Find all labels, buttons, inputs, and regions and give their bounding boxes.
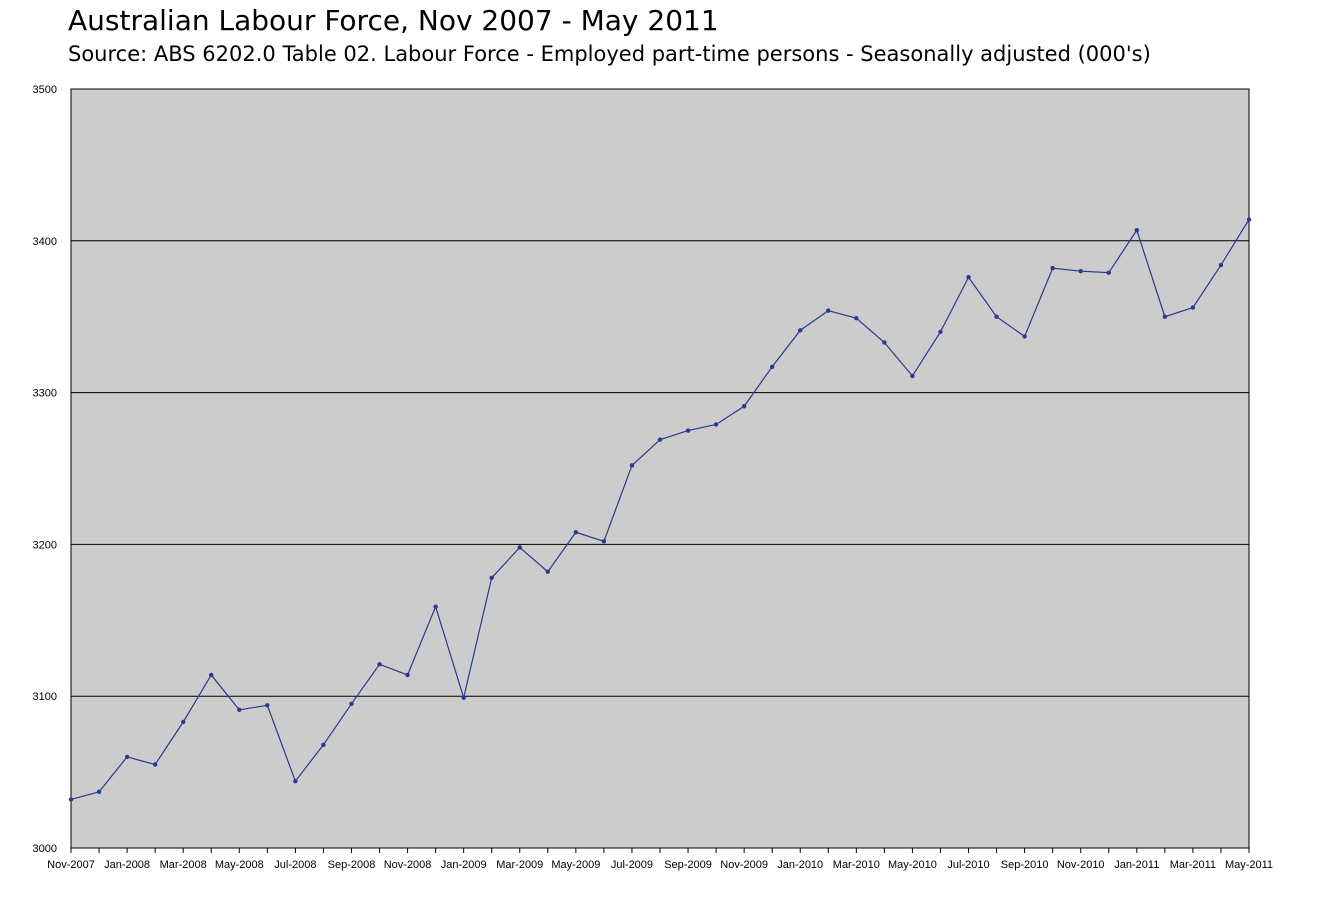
data-point-Dec-2007 (96, 789, 102, 795)
y-tick-label: 3400 (33, 236, 57, 248)
x-tick-label: Nov-2008 (384, 859, 432, 871)
data-point-Sep-2010 (1022, 334, 1027, 339)
y-axis-ticks: 3000 3100 3200 3300 3400 3500 (33, 84, 57, 855)
data-point-Mar-2008 (180, 719, 186, 725)
data-point-Apr-2009 (545, 569, 551, 574)
data-point-Nov-2007 (68, 797, 74, 802)
x-tick-label: May-2011 (1225, 859, 1273, 871)
data-point-Apr-2011 (1218, 262, 1224, 268)
data-point-Nov-2009 (741, 404, 747, 409)
data-point-Nov-2010 (1078, 268, 1083, 274)
data-point-Jul-2010 (966, 275, 971, 280)
plot-area (71, 89, 1249, 848)
y-tick-label: 3300 (33, 388, 57, 400)
data-point-Aug-2010 (994, 314, 999, 319)
x-tick-label: Jul-2010 (947, 859, 989, 871)
x-tick-label: Jan-2011 (1114, 859, 1159, 871)
data-point-Apr-2010 (882, 340, 887, 345)
data-point-Feb-2011 (1162, 314, 1168, 319)
data-point-Jan-2011 (1134, 227, 1140, 233)
data-point-Jul-2009 (629, 463, 635, 468)
data-point-May-2009 (573, 530, 579, 535)
chart-subtitle: Source: ABS 6202.0 Table 02. Labour Forc… (68, 42, 1151, 66)
x-tick-label: Sep-2010 (1001, 859, 1049, 871)
y-tick-label: 3500 (33, 84, 57, 96)
x-tick-label: May-2010 (888, 859, 937, 871)
x-tick-label: Mar-2010 (833, 859, 880, 871)
data-point-Jan-2010 (798, 328, 803, 333)
x-tick-label: May-2008 (215, 859, 264, 871)
x-tick-label: Sep-2008 (328, 859, 376, 871)
x-tick-label: Jul-2009 (611, 859, 653, 871)
data-point-Jun-2008 (265, 703, 270, 708)
data-point-Dec-2009 (769, 364, 775, 369)
x-axis-ticks: Nov-2007 Jan-2008 Mar-2008 May-2008 Jul-2008… (47, 848, 1273, 871)
x-tick-label: Mar-2011 (1170, 859, 1216, 871)
data-point-Oct-2009 (713, 422, 719, 427)
x-tick-label: Jan-2009 (441, 859, 487, 871)
data-point-Nov-2008 (405, 672, 410, 678)
data-point-Feb-2009 (489, 575, 494, 580)
x-tick-label: Nov-2007 (47, 859, 95, 871)
data-point-May-2008 (237, 707, 242, 713)
data-point-Aug-2009 (657, 437, 663, 442)
x-tick-label: Nov-2009 (720, 859, 768, 871)
data-point-Jun-2009 (601, 539, 607, 544)
y-tick-label: 3200 (33, 539, 57, 551)
y-tick-label: 3000 (33, 843, 57, 855)
data-point-Dec-2008 (433, 604, 438, 609)
data-point-Mar-2011 (1190, 305, 1196, 310)
x-tick-label: Sep-2009 (664, 859, 712, 871)
data-point-Jul-2008 (293, 779, 298, 784)
data-point-Oct-2010 (1050, 265, 1055, 271)
x-tick-label: Jul-2008 (274, 859, 316, 871)
data-point-Oct-2008 (377, 662, 382, 667)
data-point-Sep-2009 (685, 428, 691, 433)
series-layer (68, 217, 1252, 802)
x-tick-label: Jan-2008 (104, 859, 150, 871)
y-tick-label: 3100 (33, 691, 57, 703)
data-point-Feb-2008 (152, 762, 158, 767)
x-tick-label: Mar-2008 (160, 859, 207, 871)
data-point-Apr-2008 (209, 672, 214, 678)
data-point-Sep-2008 (349, 701, 354, 706)
data-point-Jan-2009 (461, 695, 466, 700)
data-point-Feb-2010 (826, 308, 831, 313)
data-point-Jun-2010 (938, 329, 943, 335)
data-point-Mar-2010 (854, 316, 859, 321)
data-point-May-2010 (910, 373, 915, 379)
data-point-Mar-2009 (517, 545, 522, 550)
data-point-Dec-2010 (1106, 270, 1111, 275)
data-point-Aug-2008 (321, 742, 326, 747)
chart-title: Australian Labour Force, Nov 2007 - May … (68, 4, 719, 37)
x-tick-label: May-2009 (551, 859, 600, 871)
data-point-Jan-2008 (124, 754, 130, 760)
data-point-May-2011 (1246, 217, 1252, 222)
x-tick-label: Nov-2010 (1057, 859, 1105, 871)
x-tick-label: Mar-2009 (496, 859, 543, 871)
x-tick-label: Jan-2010 (777, 859, 823, 871)
